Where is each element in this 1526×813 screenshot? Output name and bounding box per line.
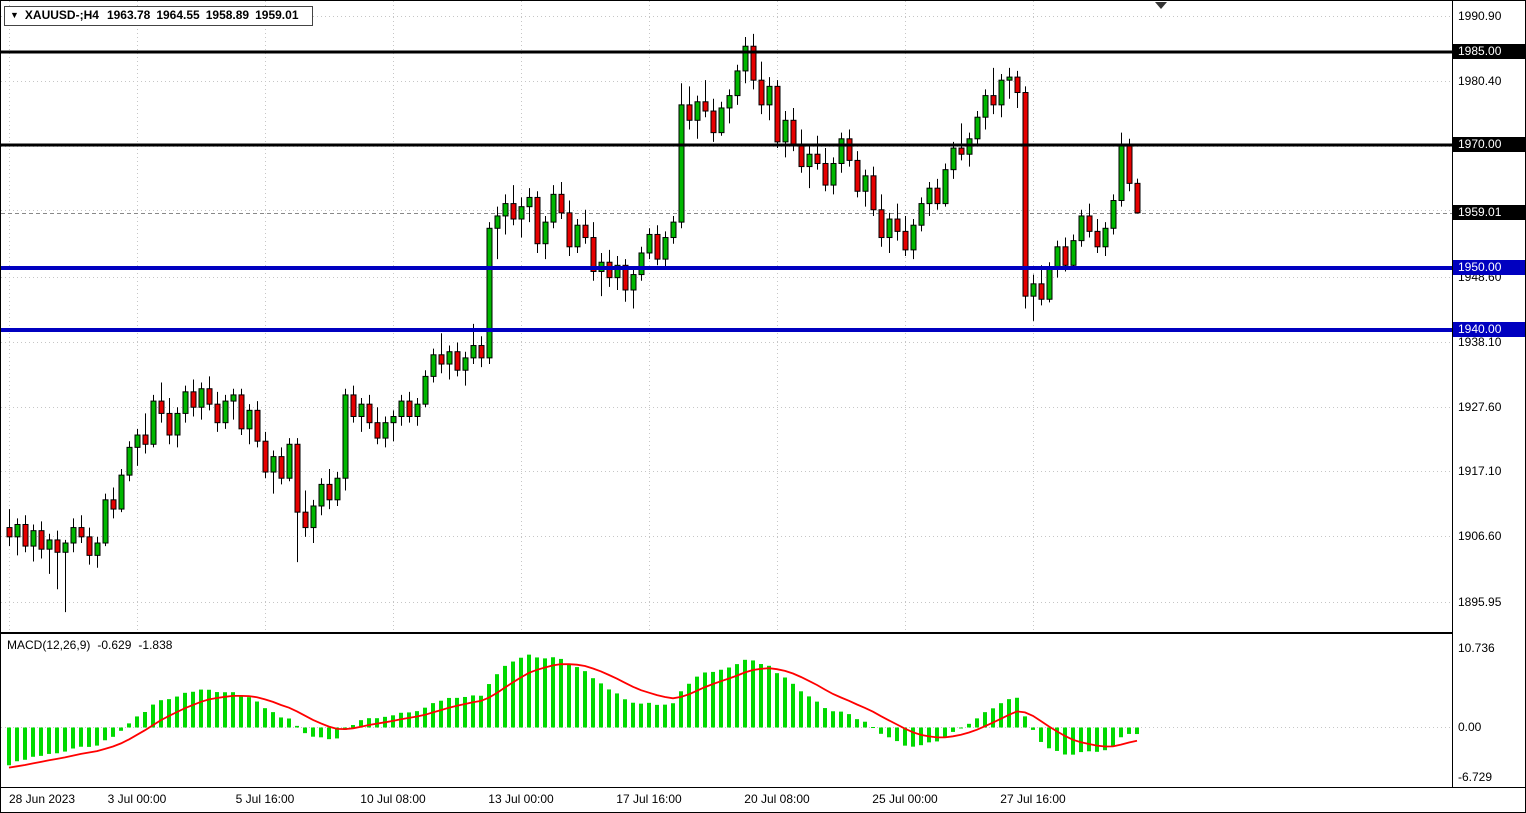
pane-separator-bottom [1,787,1525,788]
time-axis-label: 28 Jun 2023 [9,792,76,806]
chart-shift-marker-icon[interactable] [1155,2,1167,9]
pane-separator[interactable] [1,632,1525,634]
price-axis-label: 1895.95 [1458,594,1502,609]
candles [6,33,1141,613]
price-axis-label: 1927.60 [1458,399,1502,414]
price-axis-label: 1980.40 [1458,73,1502,88]
time-axis-label: 5 Jul 16:00 [235,792,295,806]
macd-name: MACD(12,26,9) [7,638,91,652]
macd-indicator-pane[interactable]: MACD(12,26,9) -0.629 -1.838 [1,634,1452,787]
price-axis-label: 1917.10 [1458,464,1502,479]
time-axis-label: 17 Jul 16:00 [616,792,682,806]
hline-price-badge: 1950.00 [1453,260,1525,276]
macd-axis-label: 10.736 [1458,641,1495,655]
macd-axis-label: 0.00 [1458,720,1482,734]
time-axis-label: 20 Jul 08:00 [744,792,810,806]
price-axis[interactable]: 1990.90 1980.40 1948.60 1938.10 1927.60 1917.… [1452,1,1525,787]
price-axis-label: 1990.90 [1458,8,1502,23]
macd-value-main: -0.629 [97,638,132,652]
macd-histogram [7,654,1139,766]
price-axis-label: 1906.60 [1458,529,1502,544]
symbol-info-bar: ▼ XAUUSD-;H4 1963.78 1964.55 1958.89 1959.01 [4,6,313,26]
price-chart-pane[interactable]: ▼ XAUUSD-;H4 1963.78 1964.55 1958.89 1959.01 [1,1,1452,632]
hline-price-badge: 1970.00 [1453,136,1525,152]
hline-price-badge: 1985.00 [1453,44,1525,60]
time-axis-label: 25 Jul 00:00 [872,792,938,806]
price-axis-label: 1938.10 [1458,334,1502,349]
time-axis-label: 27 Jul 16:00 [1000,792,1066,806]
time-axis-label: 10 Jul 08:00 [360,792,426,806]
symbol-title: XAUUSD-;H4 [24,8,99,22]
hline-price-badge: 1940.00 [1453,322,1525,338]
time-axis-label: 13 Jul 00:00 [488,792,554,806]
macd-axis-label: -6.729 [1458,769,1493,784]
ohlc-high: 1964.55 [156,8,200,22]
price-chart-canvas[interactable] [1,1,1452,632]
vertical-gridlines [9,1,1034,632]
ohlc-open: 1963.78 [106,8,151,22]
ohlc-close: 1959.01 [255,8,299,22]
macd-signal-line [8,663,1138,769]
macd-canvas[interactable] [1,634,1452,787]
current-price-badge: 1959.01 [1453,204,1525,220]
ohlc-low: 1958.89 [205,8,250,22]
macd-value-signal: -1.838 [138,638,173,652]
time-axis-label: 3 Jul 00:00 [107,792,167,806]
macd-indicator-label: MACD(12,26,9) -0.629 -1.838 [7,638,179,652]
symbol-dropdown-icon[interactable]: ▼ [10,10,19,20]
time-axis[interactable]: 28 Jun 2023 3 Jul 00:00 5 Jul 16:00 10 Jul … [1,788,1525,812]
